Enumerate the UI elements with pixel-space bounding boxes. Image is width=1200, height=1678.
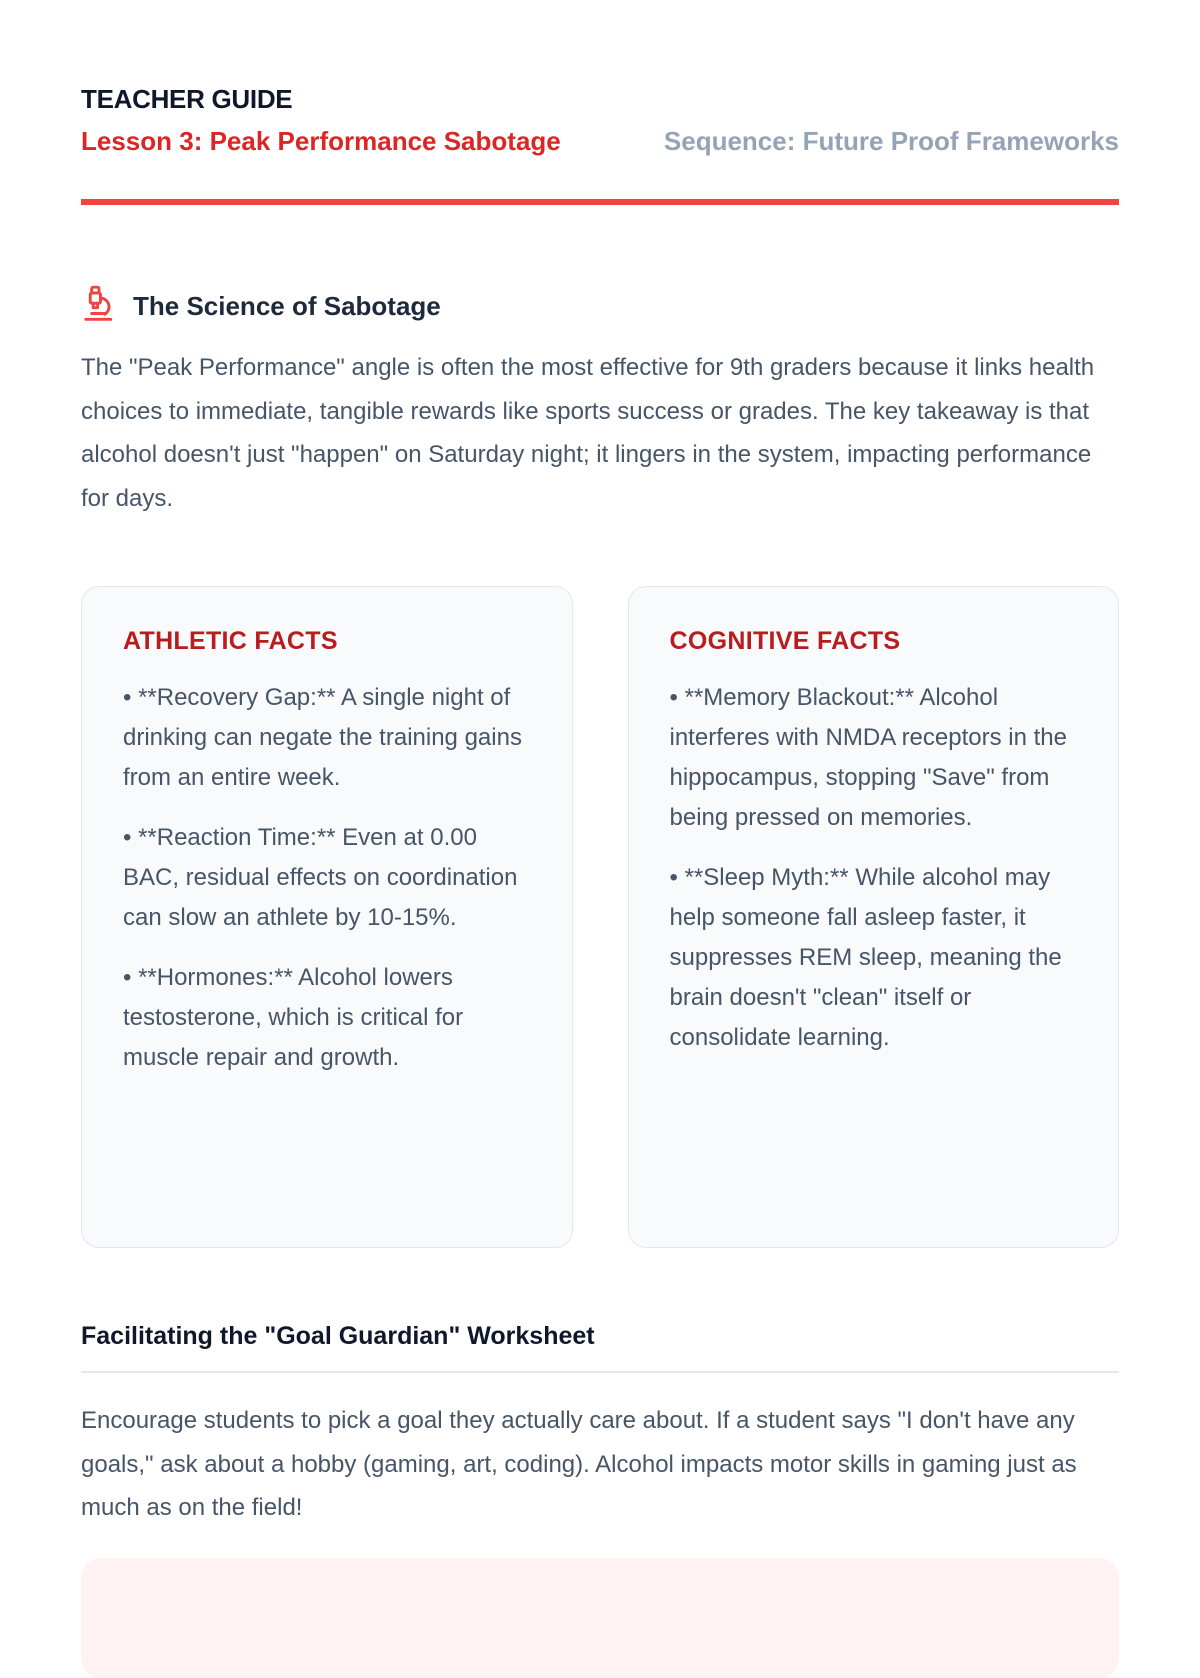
header-divider: [81, 199, 1119, 205]
fact-item: • **Reaction Time:** Even at 0.00 BAC, r…: [123, 824, 518, 931]
science-heading: The Science of Sabotage: [133, 291, 441, 321]
worksheet-heading: Facilitating the "Goal Guardian" Workshe…: [81, 1322, 595, 1350]
fact-item: • **Memory Blackout:** Alcohol interfere…: [669, 684, 1068, 831]
science-intro: The "Peak Performance" angle is often th…: [81, 354, 1095, 512]
card-title: COGNITIVE FACTS: [669, 627, 901, 655]
lesson-title: Lesson 3: Peak Performance Sabotage: [81, 126, 561, 156]
fact-item: • **Sleep Myth:** While alcohol may help…: [669, 864, 1062, 1051]
worksheet-divider: [81, 1371, 1119, 1373]
header-row: Lesson 3: Peak Performance Sabotage Sequ…: [81, 126, 1119, 157]
fact-item: • **Recovery Gap:** A single night of dr…: [123, 684, 522, 791]
guide-title: TEACHER GUIDE: [81, 84, 293, 114]
fact-item: • **Hormones:** Alcohol lowers testoster…: [123, 964, 464, 1071]
callout-box: [81, 1557, 1119, 1678]
cognitive-facts-card: COGNITIVE FACTS • **Memory Blackout:** A…: [627, 586, 1119, 1248]
header: TEACHER GUIDE Lesson 3: Peak Performance…: [81, 82, 1119, 205]
worksheet-body: Encourage students to pick a goal they a…: [81, 1407, 1077, 1521]
sequence-label: Sequence: Future Proof Frameworks: [663, 126, 1119, 156]
microscope-icon: [81, 285, 117, 328]
card-title: ATHLETIC FACTS: [123, 627, 338, 655]
science-section-heading: The Science of Sabotage: [81, 285, 1119, 328]
athletic-facts-card: ATHLETIC FACTS • **Recovery Gap:** A sin…: [81, 586, 573, 1248]
facts-cards: ATHLETIC FACTS • **Recovery Gap:** A sin…: [81, 586, 1119, 1248]
